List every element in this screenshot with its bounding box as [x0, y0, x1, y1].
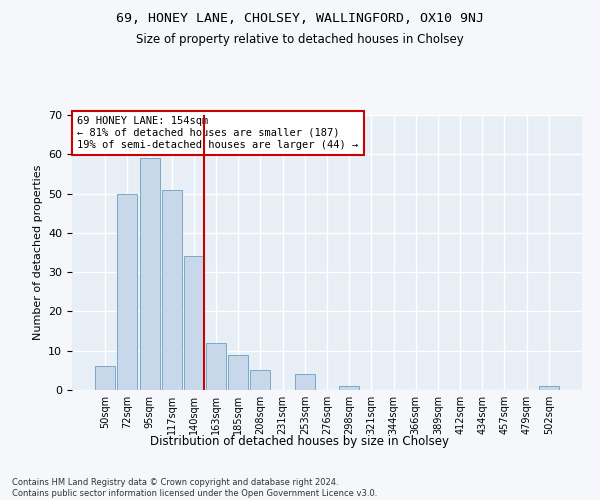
Bar	[539, 386, 559, 390]
Bar	[206, 343, 226, 390]
Text: 69, HONEY LANE, CHOLSEY, WALLINGFORD, OX10 9NJ: 69, HONEY LANE, CHOLSEY, WALLINGFORD, OX…	[116, 12, 484, 26]
Bar	[295, 374, 315, 390]
Text: Distribution of detached houses by size in Cholsey: Distribution of detached houses by size …	[151, 435, 449, 448]
Bar	[228, 354, 248, 390]
Bar	[339, 386, 359, 390]
Bar	[118, 194, 137, 390]
Y-axis label: Number of detached properties: Number of detached properties	[32, 165, 43, 340]
Bar	[140, 158, 160, 390]
Text: 69 HONEY LANE: 154sqm
← 81% of detached houses are smaller (187)
19% of semi-det: 69 HONEY LANE: 154sqm ← 81% of detached …	[77, 116, 358, 150]
Text: Contains HM Land Registry data © Crown copyright and database right 2024.
Contai: Contains HM Land Registry data © Crown c…	[12, 478, 377, 498]
Text: Size of property relative to detached houses in Cholsey: Size of property relative to detached ho…	[136, 32, 464, 46]
Bar	[250, 370, 271, 390]
Bar	[184, 256, 204, 390]
Bar	[95, 366, 115, 390]
Bar	[162, 190, 182, 390]
